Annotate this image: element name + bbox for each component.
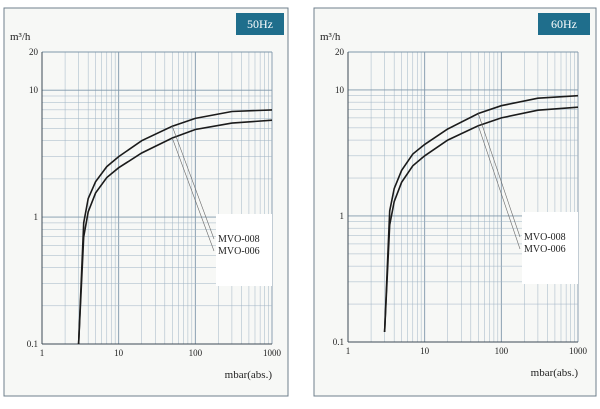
- panel-frame: [3, 7, 289, 397]
- x-tick-label: 100: [189, 348, 203, 358]
- y-axis-label: m³/h: [10, 31, 31, 43]
- x-tick-label: 100: [495, 346, 509, 356]
- y-tick-label: 20: [29, 47, 39, 57]
- y-axis-label: m³/h: [320, 31, 341, 43]
- frequency-badge: [538, 13, 590, 35]
- x-tick-label: 10: [114, 348, 124, 358]
- x-axis-label: mbar(abs.): [225, 369, 273, 381]
- series-line-mvo-006: [383, 106, 579, 333]
- x-tick-label: 1: [346, 346, 351, 356]
- legend-leader-line: [477, 113, 521, 238]
- y-tick-label: 1: [34, 212, 39, 222]
- x-axis-label: mbar(abs.): [531, 367, 579, 379]
- panel-frame: [313, 7, 597, 397]
- plot-grid: [347, 51, 579, 343]
- y-tick-label: 10: [29, 85, 39, 95]
- y-tick-label: 10: [335, 85, 345, 95]
- legend-item-mvo-006: MVO-006: [218, 246, 260, 257]
- y-tick-label: 0.1: [333, 337, 344, 347]
- x-tick-label: 10: [420, 346, 430, 356]
- x-tick-label: 1: [40, 348, 45, 358]
- y-tick-label: 1: [340, 211, 345, 221]
- y-tick-label: 20: [335, 47, 345, 57]
- legend-item-mvo-006: MVO-006: [524, 244, 566, 255]
- y-tick-label: 0.1: [27, 339, 38, 349]
- legend-leader-line: [171, 126, 215, 240]
- x-tick-label: 1000: [263, 348, 282, 358]
- frequency-badge-label: 50Hz: [247, 17, 273, 31]
- x-tick-label: 1000: [569, 346, 588, 356]
- legend-box: [216, 214, 272, 286]
- legend-box: [522, 212, 578, 284]
- frequency-badge-label: 60Hz: [551, 17, 577, 31]
- series-line-mvo-008: [77, 109, 273, 345]
- series-line-mvo-006: [77, 119, 273, 345]
- legend-leader-line: [171, 137, 215, 252]
- legend-item-mvo-008: MVO-008: [524, 232, 566, 243]
- frequency-badge: [236, 13, 284, 35]
- series-line-mvo-008: [383, 94, 579, 333]
- legend-item-mvo-008: MVO-008: [218, 234, 260, 245]
- legend-leader-line: [477, 125, 521, 250]
